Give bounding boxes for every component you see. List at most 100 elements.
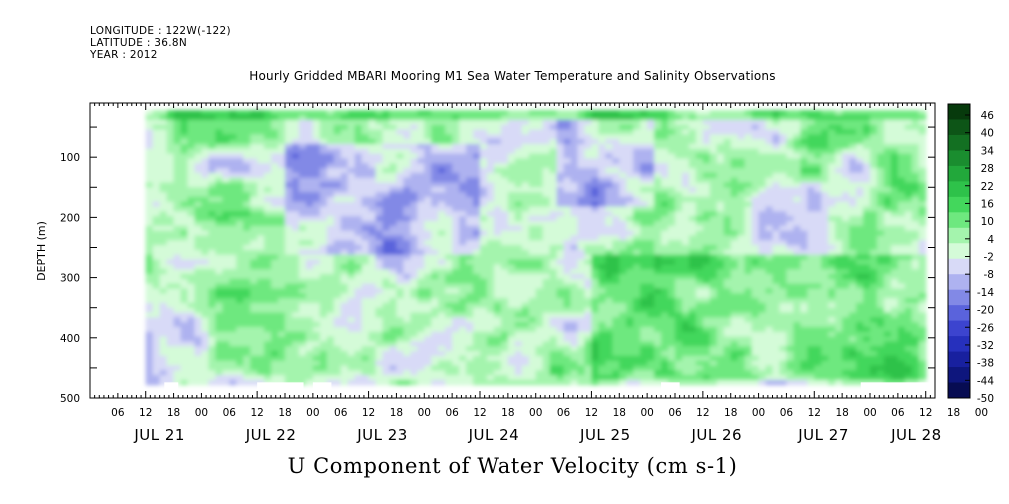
field-cell xyxy=(654,254,662,261)
field-cell xyxy=(702,119,711,126)
field-cell xyxy=(396,182,404,188)
field-cell xyxy=(208,124,216,131)
field-cell xyxy=(305,346,314,352)
field-cell xyxy=(173,192,182,198)
field-cell xyxy=(563,326,572,333)
field-cell xyxy=(661,148,669,155)
field-cell xyxy=(452,182,460,188)
field-cell xyxy=(166,168,175,174)
field-cell xyxy=(521,240,530,246)
field-cell xyxy=(563,245,572,251)
field-cell xyxy=(507,187,516,193)
field-cell xyxy=(737,283,746,290)
field-cell xyxy=(514,302,523,309)
field-cell xyxy=(215,182,223,188)
field-cell xyxy=(271,249,279,256)
field-cell xyxy=(319,216,328,222)
field-cell xyxy=(417,216,425,222)
field-cell xyxy=(208,355,216,362)
field-cell xyxy=(445,370,453,376)
field-cell xyxy=(264,245,272,251)
field-cell xyxy=(236,225,244,232)
field-cell xyxy=(535,336,544,343)
field-cell xyxy=(507,139,516,145)
field-cell xyxy=(417,230,425,237)
field-cell xyxy=(668,346,676,352)
field-cell xyxy=(424,293,432,299)
field-cell xyxy=(633,172,641,179)
field-cell xyxy=(438,172,446,179)
field-cell xyxy=(473,115,481,121)
field-cell xyxy=(229,249,237,256)
field-cell xyxy=(291,129,300,135)
field-cell xyxy=(591,341,599,347)
field-cell xyxy=(591,115,599,121)
field-cell xyxy=(236,168,244,174)
field-cell xyxy=(159,379,168,386)
field-cell xyxy=(333,293,342,299)
field-cell xyxy=(598,317,606,323)
field-cell xyxy=(535,351,544,357)
field-cell xyxy=(333,312,342,318)
field-cell xyxy=(480,326,488,333)
field-cell xyxy=(633,211,641,217)
field-cell xyxy=(744,326,753,333)
field-cell xyxy=(473,322,481,328)
field-cell xyxy=(675,177,683,184)
field-cell xyxy=(514,346,523,352)
field-cell xyxy=(194,346,203,352)
field-cell xyxy=(633,115,641,121)
field-cell xyxy=(681,326,690,333)
field-cell xyxy=(250,240,258,246)
field-cell xyxy=(605,153,613,159)
field-cell xyxy=(577,341,586,347)
field-cell xyxy=(271,259,279,265)
field-cell xyxy=(563,273,572,280)
field-cell xyxy=(215,254,223,261)
field-cell xyxy=(549,298,558,304)
field-cell xyxy=(250,129,258,135)
field-cell xyxy=(695,269,704,275)
field-cell xyxy=(459,110,467,116)
field-cell xyxy=(535,172,544,179)
field-cell xyxy=(549,240,558,246)
field-cell xyxy=(285,115,293,121)
field-cell xyxy=(243,336,251,343)
field-cell xyxy=(236,346,244,352)
field-cell xyxy=(654,273,662,280)
field-cell xyxy=(473,139,481,145)
field-cell xyxy=(382,355,391,362)
field-cell xyxy=(570,182,579,188)
field-cell xyxy=(396,365,404,371)
field-cell xyxy=(340,240,349,246)
field-cell xyxy=(459,346,467,352)
field-cell xyxy=(222,355,230,362)
field-cell xyxy=(723,326,732,333)
field-cell xyxy=(243,326,251,333)
field-cell xyxy=(215,370,223,376)
field-cell xyxy=(695,153,704,159)
field-cell xyxy=(431,351,439,357)
field-cell xyxy=(250,264,258,270)
field-cell xyxy=(229,298,237,304)
field-cell xyxy=(152,288,161,294)
field-cell xyxy=(145,201,154,208)
field-cell xyxy=(152,235,161,241)
field-cell xyxy=(333,249,342,256)
field-cell xyxy=(661,245,669,251)
field-cell xyxy=(605,288,613,294)
field-cell xyxy=(695,221,704,227)
field-cell xyxy=(312,172,321,179)
field-cell xyxy=(173,119,182,126)
field-cell xyxy=(333,278,342,285)
field-cell xyxy=(459,172,467,179)
field-cell xyxy=(549,177,558,184)
field-cell xyxy=(340,192,349,198)
field-cell xyxy=(229,177,237,184)
field-cell xyxy=(215,177,223,184)
field-cell xyxy=(159,182,168,188)
field-cell xyxy=(159,240,168,246)
field-cell xyxy=(312,129,321,135)
field-cell xyxy=(291,302,300,309)
field-cell xyxy=(563,196,572,203)
